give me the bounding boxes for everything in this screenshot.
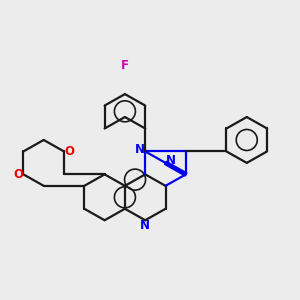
- Text: N: N: [135, 142, 145, 155]
- Text: N: N: [140, 219, 150, 232]
- Text: O: O: [13, 168, 23, 181]
- Text: F: F: [121, 59, 129, 72]
- Text: O: O: [64, 145, 74, 158]
- Text: N: N: [166, 154, 176, 167]
